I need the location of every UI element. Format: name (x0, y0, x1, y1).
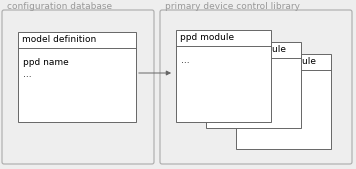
Bar (236, 54, 331, 149)
Text: ppd module: ppd module (180, 33, 234, 42)
Text: ppd name: ppd name (23, 58, 69, 67)
Text: model definition: model definition (22, 35, 96, 44)
FancyBboxPatch shape (2, 10, 154, 164)
Text: auxiliary module: auxiliary module (210, 45, 286, 54)
Bar (206, 42, 301, 128)
Text: ...: ... (23, 70, 32, 79)
Text: ...: ... (181, 56, 190, 65)
Text: configuration database: configuration database (7, 2, 112, 11)
Text: primary device control library: primary device control library (165, 2, 300, 11)
Text: auxiliary module: auxiliary module (240, 57, 316, 66)
Bar (18, 32, 136, 122)
Text: ...: ... (211, 68, 220, 77)
FancyBboxPatch shape (160, 10, 352, 164)
Bar (176, 30, 271, 122)
Text: ...: ... (241, 80, 250, 89)
